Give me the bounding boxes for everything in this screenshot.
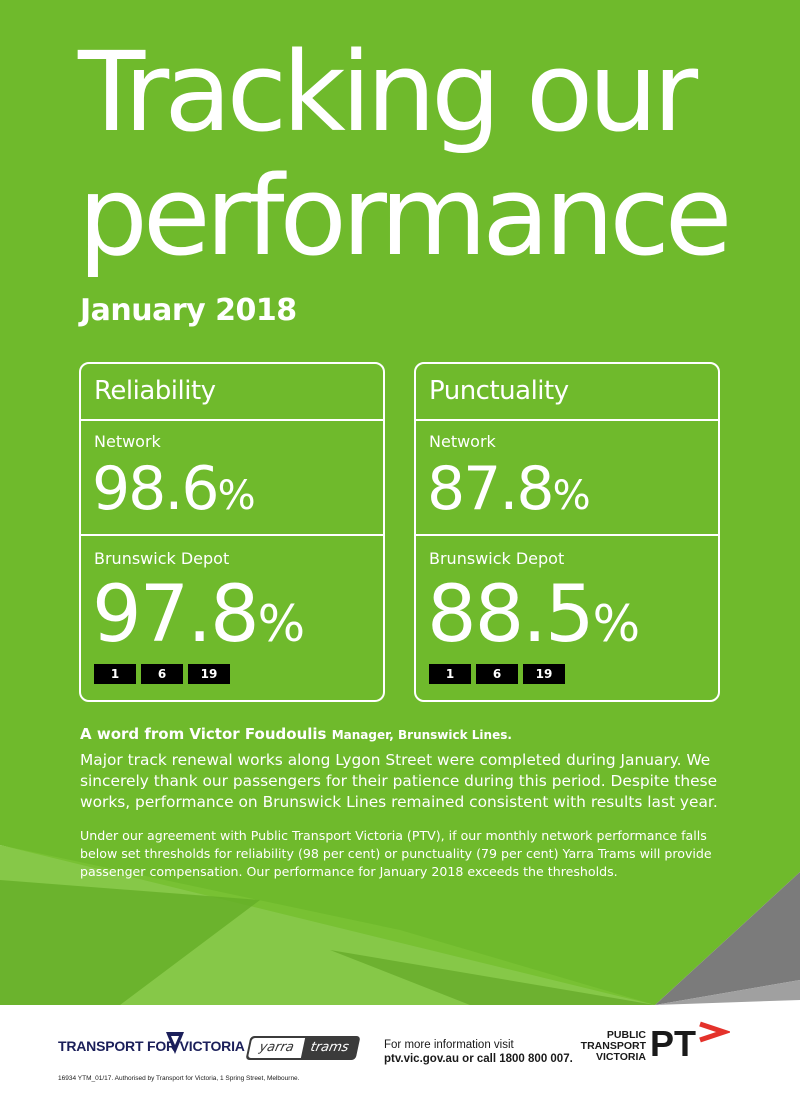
report-period: January 2018 xyxy=(80,293,297,328)
manager-message: Major track renewal works along Lygon St… xyxy=(80,751,718,811)
route-badge: 1 xyxy=(429,664,471,684)
yarra-logo-word-1: yarra xyxy=(247,1038,306,1058)
reliability-network-number: 98.6 xyxy=(92,454,220,524)
punctuality-network-value: 87.8% xyxy=(427,454,591,524)
manager-heading: A word from Victor Foudoulis Manager, Br… xyxy=(80,725,512,743)
punctuality-panel: Punctuality Network 87.8% Brunswick Depo… xyxy=(414,362,720,702)
reliability-routes: 1 6 19 xyxy=(94,664,230,684)
divider xyxy=(81,419,383,421)
manager-heading-text: A word from Victor Foudoulis xyxy=(80,725,327,743)
percent-sign: % xyxy=(217,473,256,519)
ptv-word-2: TRANSPORT xyxy=(580,1040,646,1052)
ptv-word-1: PUBLIC xyxy=(606,1029,646,1041)
reliability-network-value: 98.6% xyxy=(92,454,256,524)
title-line-2: performance xyxy=(78,152,732,280)
ptv-mark-text: PT xyxy=(650,1023,696,1062)
punctuality-depot-value: 88.5% xyxy=(427,570,640,660)
punctuality-title: Punctuality xyxy=(429,376,569,406)
punctuality-network-number: 87.8 xyxy=(427,454,555,524)
reliability-depot-number: 97.8 xyxy=(92,570,260,660)
yarra-logo-word-2: trams xyxy=(309,1040,351,1055)
reliability-depot-label: Brunswick Depot xyxy=(94,549,230,568)
page-title: Tracking our performance xyxy=(78,30,778,278)
contact-info: For more information visit ptv.vic.gov.a… xyxy=(384,1038,574,1066)
transport-for-victoria-logo: TRANSPORT FOR VICTORIA xyxy=(58,1038,245,1054)
punctuality-routes: 1 6 19 xyxy=(429,664,565,684)
divider xyxy=(416,419,718,421)
punctuality-depot-label: Brunswick Depot xyxy=(429,549,565,568)
info-line-2: ptv.vic.gov.au or call 1800 800 007. xyxy=(384,1053,573,1065)
reliability-panel: Reliability Network 98.6% Brunswick Depo… xyxy=(79,362,385,702)
route-badge: 6 xyxy=(141,664,183,684)
percent-sign: % xyxy=(257,595,306,653)
reliability-network-label: Network xyxy=(94,432,161,451)
victoria-triangle-icon xyxy=(166,1032,184,1054)
title-line-1: Tracking our xyxy=(78,28,698,156)
compensation-fine-print: Under our agreement with Public Transpor… xyxy=(80,828,712,879)
punctuality-depot-number: 88.5 xyxy=(427,570,595,660)
authorisation-line: 16934 YTM_01/17. Authorised by Transport… xyxy=(58,1075,300,1082)
percent-sign: % xyxy=(552,473,591,519)
yarra-trams-logo: yarra trams xyxy=(245,1036,361,1060)
divider xyxy=(81,534,383,536)
route-badge: 19 xyxy=(188,664,230,684)
reliability-title: Reliability xyxy=(94,376,216,406)
info-line-1: For more information visit xyxy=(384,1039,514,1051)
punctuality-network-label: Network xyxy=(429,432,496,451)
ptv-word-3: VICTORIA xyxy=(596,1051,646,1063)
route-badge: 19 xyxy=(523,664,565,684)
reliability-depot-value: 97.8% xyxy=(92,570,305,660)
percent-sign: % xyxy=(592,595,641,653)
divider xyxy=(416,534,718,536)
manager-role: Manager, Brunswick Lines. xyxy=(331,728,512,742)
ptv-logo-icon: PT xyxy=(650,1021,730,1062)
route-badge: 1 xyxy=(94,664,136,684)
ptv-wordmark: PUBLIC TRANSPORT VICTORIA xyxy=(578,1030,646,1063)
route-badge: 6 xyxy=(476,664,518,684)
